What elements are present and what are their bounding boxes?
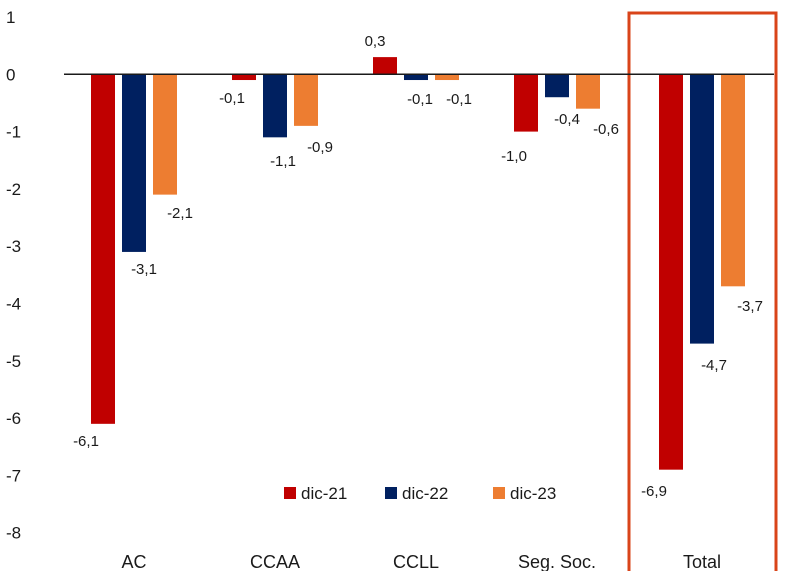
data-label-dic-21-seg-soc: -1,0 xyxy=(501,148,527,165)
bar-dic-23-ccaa xyxy=(294,74,318,126)
data-label-dic-21-ccll: 0,3 xyxy=(365,33,386,50)
bars-layer xyxy=(91,57,745,470)
x-tick-label-total: Total xyxy=(683,552,721,571)
bar-dic-22-ac xyxy=(122,74,146,252)
highlight-box-total xyxy=(627,11,778,571)
bar-dic-21-ac xyxy=(91,74,115,424)
x-tick-label-seg-soc: Seg. Soc. xyxy=(518,552,596,571)
data-label-dic-21-total: -6,9 xyxy=(641,483,667,500)
bar-dic-21-seg-soc xyxy=(514,74,538,132)
y-tick-label: -5 xyxy=(6,352,21,371)
data-label-dic-22-ccaa: -1,1 xyxy=(270,153,296,170)
bar-dic-23-total xyxy=(721,74,745,287)
legend-label-dic-23: dic-23 xyxy=(510,484,556,503)
legend-swatch-dic-21 xyxy=(284,487,296,499)
bar-dic-22-ccaa xyxy=(263,74,287,138)
legend-label-dic-21: dic-21 xyxy=(301,484,347,503)
legend-label-dic-22: dic-22 xyxy=(402,484,448,503)
bar-dic-21-ccll xyxy=(373,57,397,75)
data-label-dic-23-seg-soc: -0,6 xyxy=(593,121,619,138)
x-tick-label-ccaa: CCAA xyxy=(250,552,300,571)
legend-swatch-dic-23 xyxy=(493,487,505,499)
data-label-dic-23-ccaa: -0,9 xyxy=(307,139,333,156)
y-tick-label: 1 xyxy=(6,8,15,27)
y-tick-label: -8 xyxy=(6,524,21,543)
data-label-dic-21-ac: -6,1 xyxy=(73,433,99,450)
y-tick-label: 0 xyxy=(6,65,15,84)
bar-dic-23-seg-soc xyxy=(576,74,600,109)
y-tick-label: -2 xyxy=(6,180,21,199)
y-tick-label: -7 xyxy=(6,466,21,485)
data-labels-layer: -6,1 -0,1 0,3 -1,0 -6,9 -3,1 -1,1 -0,1 -0,4 -4,7 -… xyxy=(73,33,763,500)
bar-dic-23-ccll xyxy=(435,74,459,81)
bar-dic-22-ccll xyxy=(404,74,428,81)
y-tick-label: -4 xyxy=(6,295,21,314)
data-label-dic-22-ac: -3,1 xyxy=(131,261,157,278)
x-tick-label-ac: AC xyxy=(121,552,146,571)
data-label-dic-22-seg-soc: -0,4 xyxy=(554,111,580,128)
bar-dic-21-ccaa xyxy=(232,74,256,81)
data-label-dic-21-ccaa: -0,1 xyxy=(219,90,245,107)
data-label-dic-22-total: -4,7 xyxy=(701,357,727,374)
bar-dic-22-seg-soc xyxy=(545,74,569,98)
x-tick-label-ccll: CCLL xyxy=(393,552,439,571)
legend: dic-21 dic-22 dic-23 xyxy=(284,484,556,503)
bar-dic-23-ac xyxy=(153,74,177,195)
data-label-dic-23-ac: -2,1 xyxy=(167,205,193,222)
legend-swatch-dic-22 xyxy=(385,487,397,499)
bar-dic-22-total xyxy=(690,74,714,344)
axis-layer: 1 0 -1 -2 -3 -4 -5 -6 -7 -8 AC CCAA CCLL Seg. Soc. Tot… xyxy=(6,8,774,571)
data-label-dic-22-ccll: -0,1 xyxy=(407,91,433,108)
bar-dic-21-total xyxy=(659,74,683,470)
y-tick-label: -6 xyxy=(6,409,21,428)
y-tick-label: -3 xyxy=(6,237,21,256)
data-label-dic-23-total: -3,7 xyxy=(737,298,763,315)
y-tick-label: -1 xyxy=(6,123,21,142)
highlight-layer xyxy=(627,11,778,571)
data-label-dic-23-ccll: -0,1 xyxy=(446,91,472,108)
